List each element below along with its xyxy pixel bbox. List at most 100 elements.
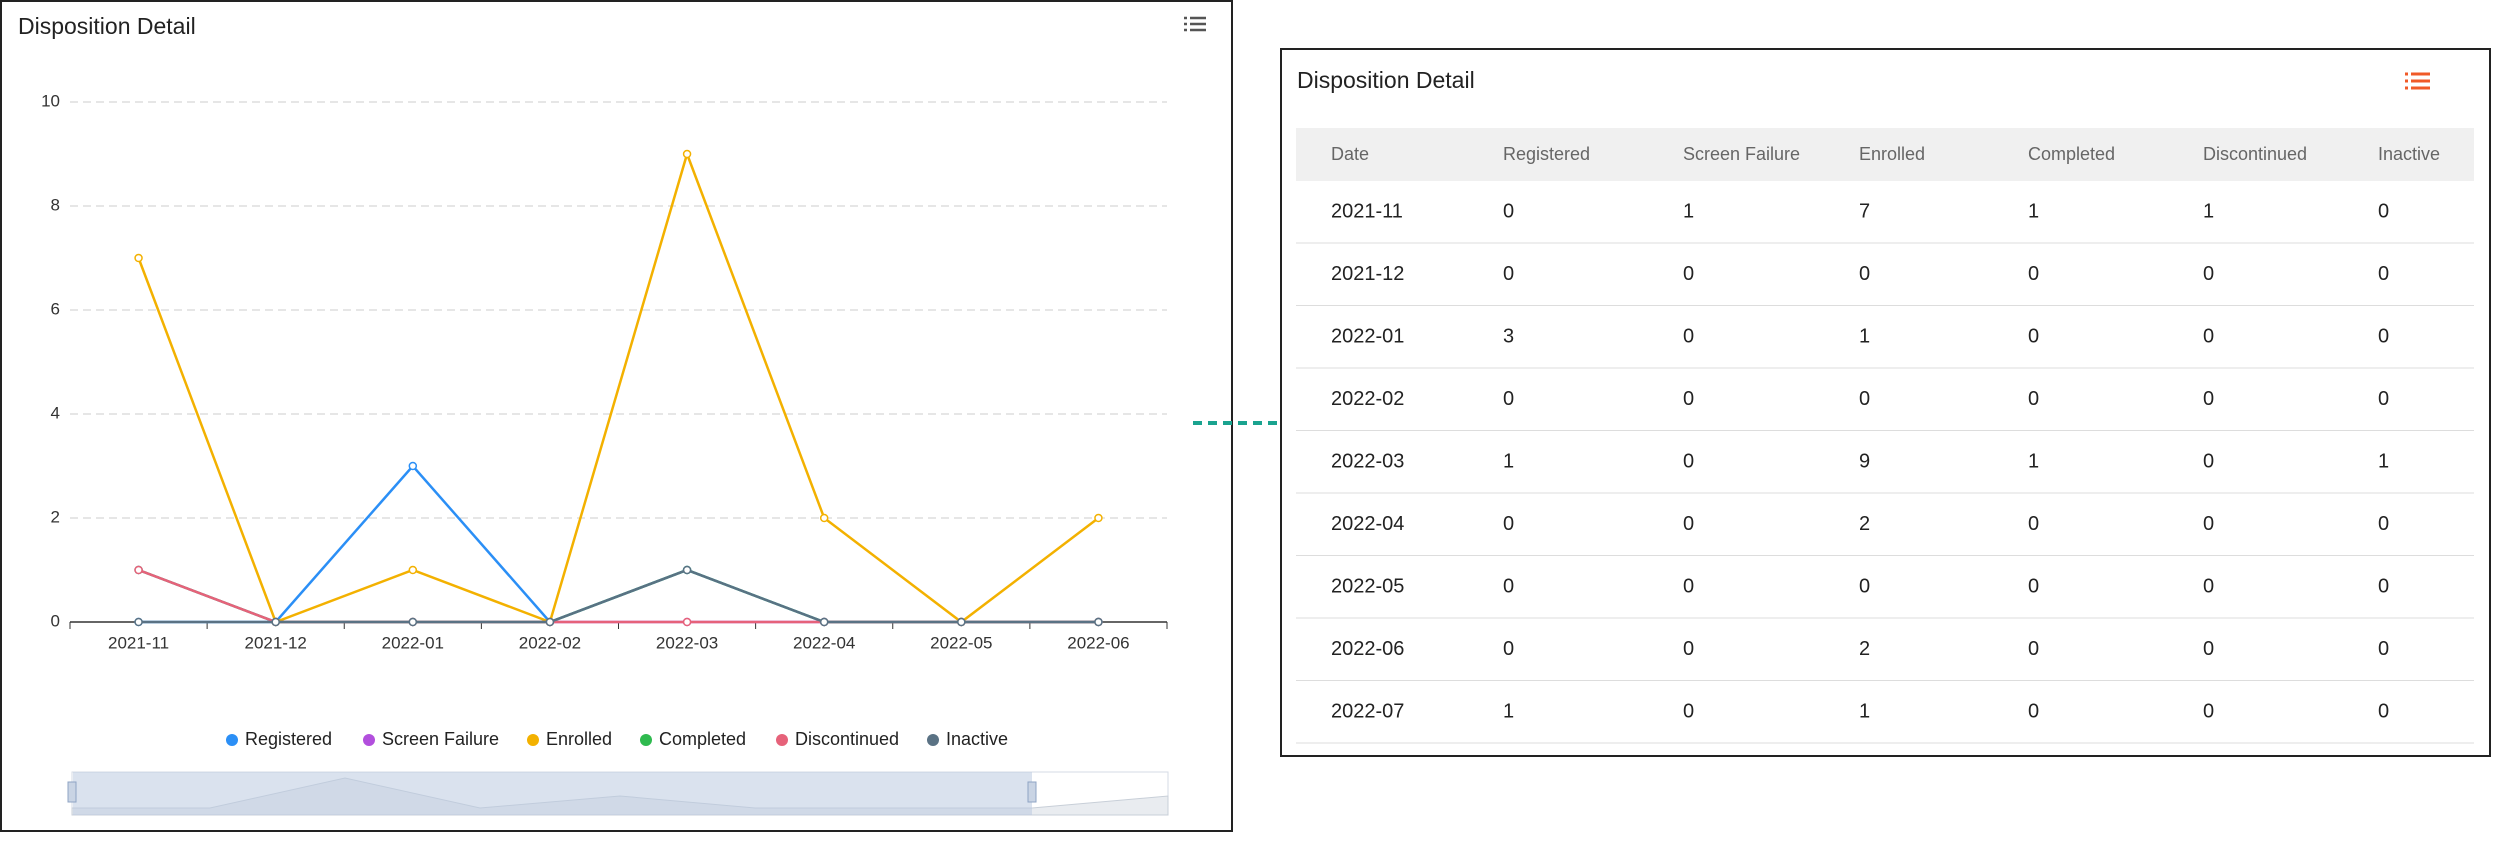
legend-label[interactable]: Completed <box>659 729 746 749</box>
table-cell: 0 <box>1683 325 1694 347</box>
legend-label[interactable]: Discontinued <box>795 729 899 749</box>
table-cell: 0 <box>2203 263 2214 285</box>
data-point <box>1094 513 1103 523</box>
data-point <box>408 617 418 627</box>
table-cell: 0 <box>1503 513 1514 535</box>
table-cell: 2021-11 <box>1331 200 1403 222</box>
table-cell: 2022-05 <box>1331 575 1404 597</box>
table-cell: 1 <box>1683 200 1694 222</box>
table-cell: 1 <box>2028 200 2039 222</box>
table-cell: 0 <box>2028 513 2039 535</box>
y-tick-label: 4 <box>51 403 60 422</box>
table-title: Disposition Detail <box>1297 67 1475 93</box>
y-tick-label: 8 <box>51 195 60 214</box>
data-point <box>1094 617 1103 627</box>
table-cell: 0 <box>2203 575 2214 597</box>
column-header: Inactive <box>2378 144 2440 164</box>
table-cell: 0 <box>2028 325 2039 347</box>
series-line <box>137 150 1100 624</box>
table-cell: 0 <box>2378 200 2389 222</box>
legend-label[interactable]: Registered <box>245 729 332 749</box>
table-cell: 0 <box>1503 200 1514 222</box>
x-tick-label: 2021-12 <box>244 633 306 652</box>
y-tick-label: 6 <box>51 299 60 318</box>
table-cell: 1 <box>2028 450 2039 472</box>
legend-marker <box>927 734 939 746</box>
table-cell: 0 <box>1859 388 1870 410</box>
x-tick-label: 2022-01 <box>382 633 444 652</box>
chart-title: Disposition Detail <box>18 13 196 39</box>
table-cell: 0 <box>1683 450 1694 472</box>
table-cell: 0 <box>1859 263 1870 285</box>
data-zoom[interactable] <box>67 771 1169 816</box>
menu-icon[interactable] <box>1184 16 1206 32</box>
data-point <box>134 617 143 627</box>
y-tick-label: 0 <box>51 611 60 630</box>
x-tick-label: 2021-11 <box>108 633 169 652</box>
table-cell: 0 <box>1683 638 1694 660</box>
table-cell: 0 <box>2203 325 2214 347</box>
data-point <box>271 617 280 627</box>
x-tick-label: 2022-04 <box>793 633 855 652</box>
table-cell: 0 <box>1503 388 1514 410</box>
table-cell: 0 <box>1683 513 1694 535</box>
y-tick-label: 10 <box>41 91 60 110</box>
table-cell: 1 <box>1859 700 1870 722</box>
x-tick-label: 2022-03 <box>656 633 718 652</box>
legend-label[interactable]: Inactive <box>946 729 1008 749</box>
table-cell: 0 <box>2378 700 2389 722</box>
legend-marker <box>226 734 238 746</box>
table-cell: 1 <box>1859 325 1870 347</box>
legend-marker <box>640 734 652 746</box>
menu-icon[interactable] <box>2405 72 2430 90</box>
table-cell: 0 <box>1683 700 1694 722</box>
table-cell: 2022-03 <box>1331 450 1404 472</box>
table-cell: 0 <box>1503 263 1514 285</box>
table-cell: 0 <box>2028 700 2039 722</box>
table-cell: 0 <box>2378 638 2389 660</box>
legend-marker <box>776 734 788 746</box>
legend-label[interactable]: Enrolled <box>546 729 612 749</box>
column-header: Discontinued <box>2203 144 2307 164</box>
table-header <box>1296 128 2474 181</box>
table-cell: 0 <box>1683 388 1694 410</box>
table-cell: 1 <box>1503 700 1514 722</box>
data-point <box>682 565 692 575</box>
data-point <box>682 149 692 159</box>
table-cell: 2022-01 <box>1331 325 1404 347</box>
table-cell: 1 <box>2378 450 2389 472</box>
table-cell: 0 <box>2378 513 2389 535</box>
data-point <box>819 617 829 627</box>
table-cell: 0 <box>2028 263 2039 285</box>
table-cell: 0 <box>1683 263 1694 285</box>
data-point <box>408 565 418 575</box>
table-cell: 0 <box>2203 450 2214 472</box>
data-point <box>134 253 143 263</box>
table-cell: 0 <box>2028 638 2039 660</box>
table-cell: 2 <box>1859 638 1870 660</box>
legend-label[interactable]: Screen Failure <box>382 729 499 749</box>
table-cell: 0 <box>2378 388 2389 410</box>
legend-marker <box>527 734 539 746</box>
table-cell: 0 <box>2378 575 2389 597</box>
data-point <box>819 513 829 523</box>
table-cell: 0 <box>1503 638 1514 660</box>
data-point <box>134 565 143 575</box>
table-cell: 2022-02 <box>1331 388 1404 410</box>
table-cell: 0 <box>1859 575 1870 597</box>
column-header: Completed <box>2028 144 2115 164</box>
table-cell: 2 <box>1859 513 1870 535</box>
table-cell: 3 <box>1503 325 1514 347</box>
table-cell: 0 <box>2203 388 2214 410</box>
legend-marker <box>363 734 375 746</box>
column-header: Date <box>1331 144 1369 164</box>
table-cell: 0 <box>1503 575 1514 597</box>
data-point <box>408 461 418 471</box>
data-point <box>682 617 692 627</box>
table-cell: 0 <box>2203 638 2214 660</box>
series-line <box>138 568 1099 624</box>
table-cell: 2021-12 <box>1331 263 1404 285</box>
table-cell: 2022-07 <box>1331 700 1404 722</box>
x-tick-label: 2022-02 <box>519 633 581 652</box>
